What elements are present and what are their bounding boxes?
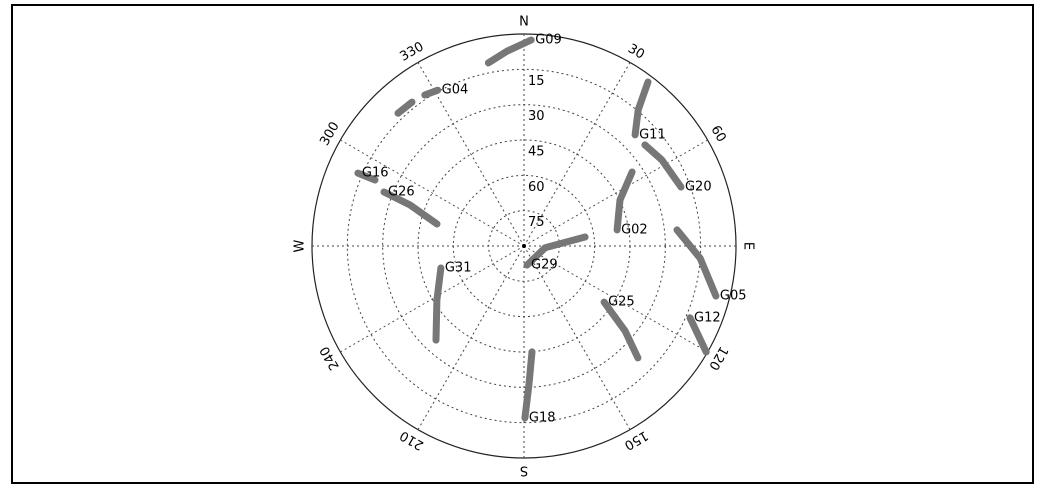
azimuth-spoke [417, 62, 525, 247]
azimuth-spoke [417, 245, 525, 430]
satellite-label: G26 [388, 184, 415, 199]
elevation-label: 15 [528, 74, 545, 89]
satellite-track [686, 314, 710, 356]
satellite-track [380, 188, 441, 228]
azimuth-label: 330 [397, 39, 426, 64]
satellite-label: G25 [608, 295, 635, 310]
azimuth-spoke [340, 139, 525, 247]
satellite-label: G29 [531, 258, 558, 273]
azimuth-label: 60 [707, 123, 728, 145]
satellite-track [673, 226, 720, 300]
satellite-label: G11 [639, 127, 666, 142]
satellite-track [523, 233, 589, 269]
satellite-track [432, 264, 445, 344]
azimuth-label: 120 [705, 343, 730, 372]
azimuth-spoke [523, 139, 708, 247]
satellite-track [641, 141, 685, 191]
satellite-label: G16 [362, 166, 389, 181]
frame [11, 4, 1034, 484]
azimuth-label: E [741, 242, 756, 250]
satellite-track [521, 348, 536, 422]
azimuth-label: S [520, 463, 528, 478]
satellite-label: G04 [442, 83, 469, 98]
azimuth-spoke [523, 245, 708, 353]
center-dot [522, 244, 526, 248]
satellite-track [631, 78, 652, 139]
satellite-label: G05 [720, 288, 747, 303]
satellite-track [613, 168, 636, 234]
azimuth-spoke [340, 245, 525, 353]
satellite-label: G18 [529, 410, 556, 425]
satellite-track [600, 298, 642, 362]
azimuth-label: 30 [625, 41, 647, 62]
satellite-track [375, 90, 438, 128]
elevation-label: 60 [528, 180, 545, 195]
elevation-label: 30 [528, 109, 545, 124]
satellite-label: G02 [621, 222, 648, 237]
azimuth-label: W [293, 239, 308, 252]
satellite-track [354, 169, 379, 184]
azimuth-label: N [519, 15, 529, 30]
satellite-label: G31 [445, 260, 472, 275]
satellite-track [454, 40, 531, 65]
azimuth-spoke [523, 62, 631, 247]
elevation-label: 75 [528, 215, 545, 230]
azimuth-label: 210 [397, 427, 426, 452]
elevation-label: 45 [528, 145, 545, 160]
satellite-label: G12 [694, 310, 721, 325]
azimuth-label: 240 [317, 343, 342, 372]
satellite-label: G20 [685, 179, 712, 194]
azimuth-label: 150 [621, 427, 650, 452]
azimuth-spoke [523, 245, 631, 430]
azimuth-label: 300 [317, 119, 342, 148]
satellite-label: G09 [535, 33, 562, 48]
